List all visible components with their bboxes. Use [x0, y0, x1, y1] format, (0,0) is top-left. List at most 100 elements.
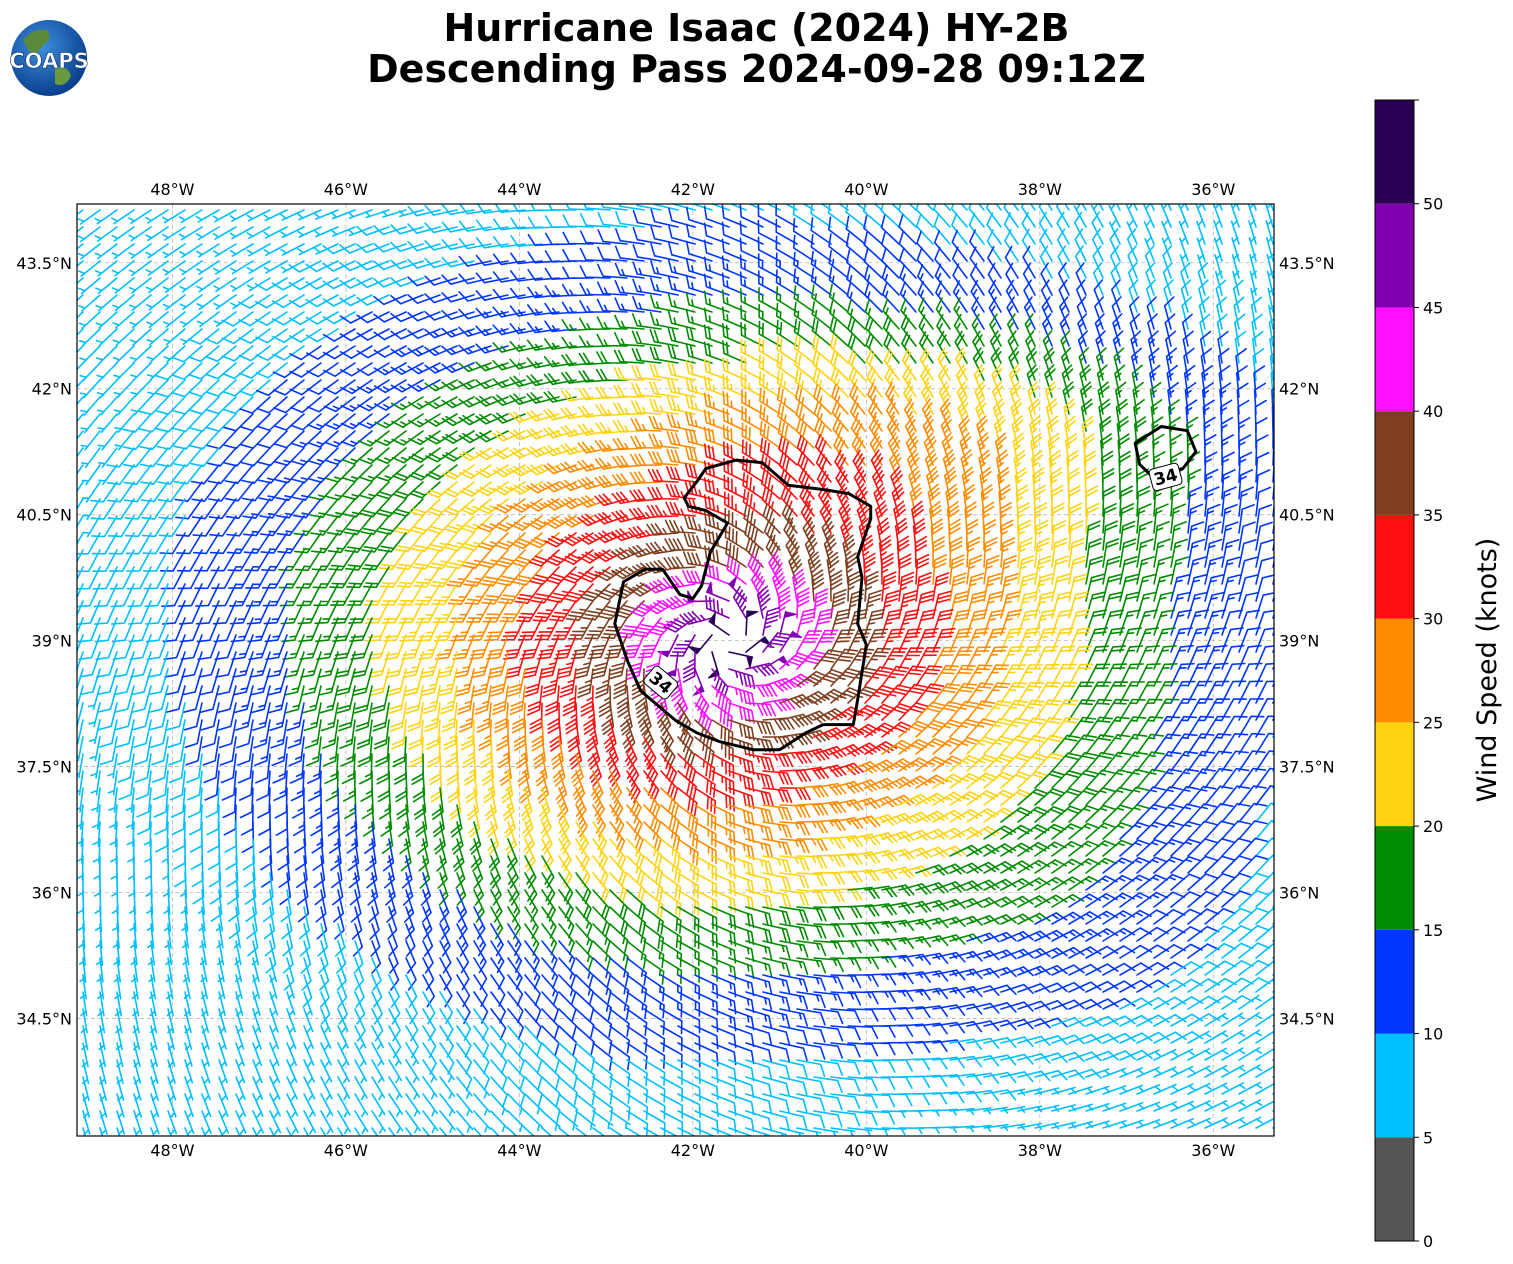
wind-barb [94, 226, 118, 242]
wind-barb [1145, 262, 1156, 296]
wind-barb [191, 481, 220, 502]
wind-barb [246, 600, 271, 625]
wind-barb [813, 764, 847, 778]
wind-barb [970, 279, 985, 313]
wind-barb [178, 209, 203, 224]
wind-barb [643, 906, 664, 935]
wind-barb [492, 271, 526, 283]
wind-barb [297, 889, 310, 923]
wind-barb [612, 420, 645, 433]
wind-barb [983, 717, 1013, 738]
wind-barb [1272, 990, 1274, 993]
wind-barb [476, 702, 492, 733]
wind-barb [218, 719, 237, 749]
wind-barb [631, 365, 662, 381]
wind-barb [628, 525, 662, 539]
wind-barb [543, 444, 577, 457]
wind-barb [828, 216, 849, 245]
wind-barb [813, 923, 845, 938]
wind-barb [1255, 802, 1274, 823]
wind-barb [1204, 486, 1220, 517]
wind-barb [543, 481, 577, 493]
wind-barb [663, 617, 696, 633]
wind-barb [1136, 803, 1167, 823]
wind-barb [385, 651, 407, 678]
wind-barb [109, 549, 135, 572]
wind-barb [408, 447, 441, 463]
wind-barb [915, 590, 935, 619]
wind-barb [917, 297, 934, 330]
wind-barb [155, 379, 186, 398]
wind-barb [441, 274, 475, 285]
wind-barb [228, 583, 254, 607]
wind-barb [1034, 537, 1051, 568]
wind-barb [846, 266, 866, 296]
wind-barb [273, 430, 305, 449]
wind-barb [166, 702, 186, 731]
wind-barb [1187, 838, 1218, 857]
wind-barb [228, 566, 254, 589]
wind-barb [514, 583, 543, 604]
wind-barb [493, 236, 526, 248]
wind-barb [157, 464, 186, 485]
wind-barb [93, 583, 118, 608]
wind-barb [386, 668, 407, 696]
wind-barb [1013, 449, 1026, 483]
wind-barb [1051, 716, 1080, 738]
wind-barb [79, 651, 101, 678]
wind-barb [1184, 204, 1189, 211]
wind-barb [1272, 540, 1274, 551]
wind-barb [373, 225, 407, 236]
wind-barb [953, 313, 968, 347]
wind-barb [965, 519, 979, 551]
wind-barb [660, 906, 682, 934]
wind-barb [541, 821, 553, 855]
wind-barb [908, 204, 917, 211]
colorbar-tick-label: 20 [1423, 817, 1443, 836]
wind-barb [175, 498, 203, 520]
wind-barb [575, 974, 594, 1005]
wind-barb [898, 553, 912, 585]
wind-barb [983, 896, 1017, 908]
wind-barb [1153, 856, 1185, 874]
wind-barb [475, 395, 509, 407]
wind-barb [968, 212, 985, 245]
wind-barb [632, 244, 662, 262]
wind-barb [507, 889, 521, 923]
wind-barb [422, 991, 436, 1025]
wind-barb [626, 770, 641, 804]
wind-barb [476, 481, 509, 497]
wind-barb [77, 328, 84, 336]
wind-barb [621, 634, 645, 659]
wind-barb [429, 566, 458, 588]
wind-barb [1218, 204, 1223, 211]
wind-barb [443, 515, 475, 534]
wind-barb [164, 923, 172, 949]
wind-barb [307, 430, 339, 448]
wind-barb [643, 923, 665, 952]
wind-barb [199, 685, 220, 713]
wind-barb [614, 314, 645, 330]
wind-barb [222, 396, 254, 415]
wind-barb [524, 838, 536, 872]
wind-barb [424, 240, 458, 251]
wind-barb [881, 628, 906, 653]
wind-barb [305, 294, 339, 308]
wind-barb [358, 447, 390, 465]
wind-barb [758, 303, 781, 330]
wind-barb [613, 668, 628, 699]
wind-barb [745, 787, 774, 807]
wind-barb [637, 702, 652, 736]
colorbar-tick-label: 40 [1423, 402, 1443, 421]
wind-barb [303, 991, 313, 1017]
wind-barb [685, 445, 713, 466]
wind-barb [741, 405, 764, 432]
wind-barb [168, 736, 186, 766]
wind-barb [524, 957, 541, 990]
wind-barb [813, 854, 846, 867]
wind-barb [263, 600, 288, 625]
wind-barb [517, 617, 543, 641]
wind-barb [458, 344, 492, 355]
wind-barb [80, 396, 101, 416]
wind-barb [509, 375, 543, 388]
